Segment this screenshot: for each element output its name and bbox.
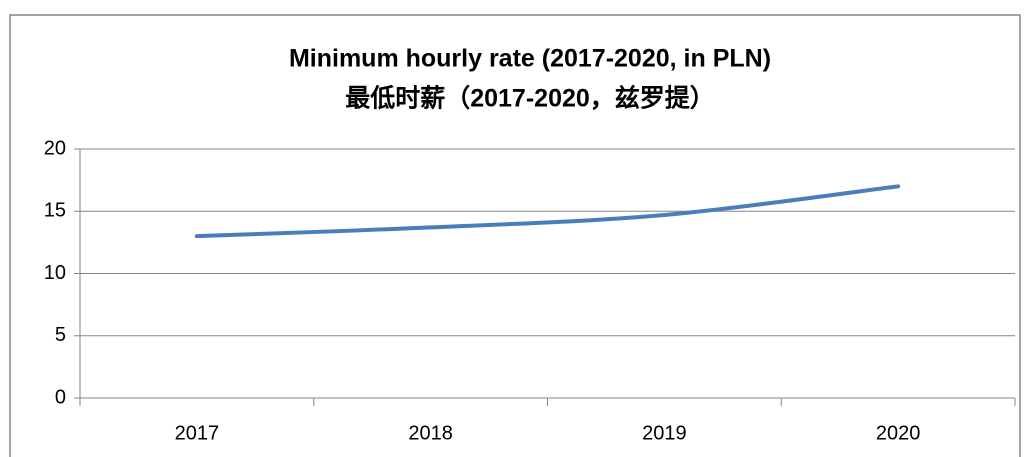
y-tick-label: 0 [55, 386, 66, 408]
y-tick-label: 5 [55, 324, 66, 346]
chart-border [9, 14, 1021, 457]
chart-title: Minimum hourly rate (2017-2020, in PLN) [289, 45, 771, 73]
y-tick-label: 15 [44, 200, 66, 222]
y-tick-label: 20 [44, 137, 66, 159]
x-tick-label: 2020 [876, 422, 921, 444]
chart-subtitle: 最低时薪（2017-2020，兹罗提） [345, 84, 715, 113]
x-tick-label: 2019 [642, 422, 687, 444]
x-tick-label: 2018 [408, 422, 453, 444]
data-line [194, 184, 901, 239]
x-tick-label: 2017 [175, 422, 220, 444]
y-tick-label: 10 [44, 262, 66, 284]
